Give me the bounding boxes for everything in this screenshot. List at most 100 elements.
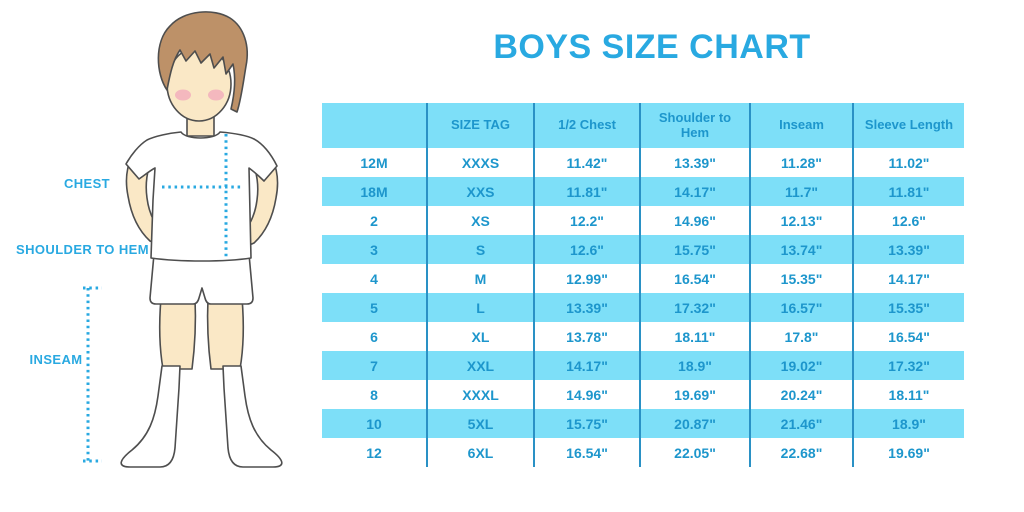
table-cell: 4 — [370, 270, 378, 287]
column-header: Sleeve Length — [852, 103, 964, 148]
table-cell: 15.35" — [852, 293, 964, 322]
table-cell: 14.96" — [533, 380, 640, 409]
table-head: SIZE TAG 1/2 Chest Shoulder to Hem Inseam Sl… — [322, 103, 964, 148]
table-cell: 19.69" — [639, 380, 750, 409]
left-sock — [120, 365, 181, 468]
hair — [157, 11, 248, 113]
table-row: 6 XL 13.78" 18.11" 17.8" 16.54" — [322, 322, 964, 351]
table-row: 10 5XL 15.75" 20.87" 21.46" 18.9" — [322, 409, 964, 438]
table-cell: XL — [426, 322, 534, 351]
table-cell: XXXS — [426, 148, 534, 177]
column-header: SIZE TAG — [426, 103, 534, 148]
table-cell: 8 — [370, 386, 378, 403]
table-cell: 5 — [370, 299, 378, 316]
table-row: 18M XXS 11.81" 14.17" 11.7" 11.81" — [322, 177, 964, 206]
size-chart-table: SIZE TAG 1/2 Chest Shoulder to Hem Inseam Sl… — [322, 103, 964, 467]
table-cell: 2 — [370, 212, 378, 229]
boy-measurement-illustration — [83, 11, 283, 468]
table-cell: 13.74" — [749, 235, 853, 264]
column-header: Inseam — [749, 103, 853, 148]
table-cell: M — [426, 264, 534, 293]
table-row: 8 XXXL 14.96" 19.69" 20.24" 18.11" — [322, 380, 964, 409]
t-shirt — [125, 131, 278, 262]
table-cell: 10 — [366, 415, 382, 432]
table-cell: 13.78" — [533, 322, 640, 351]
right-blush — [208, 89, 224, 101]
table-cell: 12.13" — [749, 206, 853, 235]
table-cell: XXL — [426, 351, 534, 380]
table-cell: 17.32" — [852, 351, 964, 380]
table-cell: 13.39" — [639, 148, 750, 177]
chest-label: CHEST — [63, 176, 111, 191]
table-cell: 15.35" — [749, 264, 853, 293]
table-cell: 22.05" — [639, 438, 750, 467]
table-cell: 19.69" — [852, 438, 964, 467]
table-row: 3 S 12.6" 15.75" 13.74" 13.39" — [322, 235, 964, 264]
table-cell: 18.9" — [639, 351, 750, 380]
left-leg — [158, 297, 197, 370]
shoulder-to-hem-label: SHOULDER TO HEM — [16, 242, 149, 257]
table-cell: 16.54" — [639, 264, 750, 293]
table-cell: 13.39" — [533, 293, 640, 322]
table-row: 7 XXL 14.17" 18.9" 19.02" 17.32" — [322, 351, 964, 380]
table-cell: 21.46" — [749, 409, 853, 438]
table-row: 12M XXXS 11.42" 13.39" 11.28" 11.02" — [322, 148, 964, 177]
table-cell: 5XL — [426, 409, 534, 438]
table-cell: 14.96" — [639, 206, 750, 235]
table-cell: 11.81" — [533, 177, 640, 206]
table-row: 2 XS 12.2" 14.96" 12.13" 12.6" — [322, 206, 964, 235]
table-cell: 16.54" — [852, 322, 964, 351]
table-cell: 15.75" — [639, 235, 750, 264]
table-cell: 20.87" — [639, 409, 750, 438]
table-cell: L — [426, 293, 534, 322]
table-cell: 6 — [370, 328, 378, 345]
column-header: 1/2 Chest — [533, 103, 640, 148]
inseam-label: INSEAM — [29, 352, 83, 367]
table-cell: 11.42" — [533, 148, 640, 177]
right-leg — [206, 297, 245, 370]
table-cell: 12.6" — [852, 206, 964, 235]
table-cell: 3 — [370, 241, 378, 258]
column-header: Shoulder to Hem — [639, 103, 750, 148]
column-header — [322, 103, 427, 148]
page-title: BOYS SIZE CHART — [493, 28, 811, 66]
table-cell: 12.6" — [533, 235, 640, 264]
table-cell: XS — [426, 206, 534, 235]
table-cell: 20.24" — [749, 380, 853, 409]
shorts — [149, 253, 254, 305]
table-cell: 22.68" — [749, 438, 853, 467]
table-cell: 18.9" — [852, 409, 964, 438]
table-cell: XXS — [426, 177, 534, 206]
table-cell: 14.17" — [533, 351, 640, 380]
table-cell: 19.02" — [749, 351, 853, 380]
table-cell: 14.17" — [639, 177, 750, 206]
table-cell: 12 — [366, 444, 382, 461]
table-cell: 17.8" — [749, 322, 853, 351]
table-cell: 11.81" — [852, 177, 964, 206]
table-cell: S — [426, 235, 534, 264]
table-cell: 18M — [360, 183, 388, 200]
table-row: 5 L 13.39" 17.32" 16.57" 15.35" — [322, 293, 964, 322]
table-cell: 18.11" — [639, 322, 750, 351]
table-cell: 18.11" — [852, 380, 964, 409]
table-cell: 12.2" — [533, 206, 640, 235]
table-cell: 12.99" — [533, 264, 640, 293]
right-sock — [222, 365, 283, 468]
header-row: SIZE TAG 1/2 Chest Shoulder to Hem Inseam Sl… — [322, 103, 964, 148]
table-cell: 13.39" — [852, 235, 964, 264]
table-cell: XXXL — [426, 380, 534, 409]
left-blush — [175, 89, 191, 101]
table-row: 4 M 12.99" 16.54" 15.35" 14.17" — [322, 264, 964, 293]
table-cell: 11.02" — [852, 148, 964, 177]
table-cell: 14.17" — [852, 264, 964, 293]
table-body: 12M XXXS 11.42" 13.39" 11.28" 11.02" 18M XXS 11.… — [322, 148, 964, 467]
table-row: 12 6XL 16.54" 22.05" 22.68" 19.69" — [322, 438, 964, 467]
table-cell: 6XL — [426, 438, 534, 467]
table-cell: 17.32" — [639, 293, 750, 322]
table-cell: 16.54" — [533, 438, 640, 467]
table-cell: 12M — [360, 154, 388, 171]
table-cell: 15.75" — [533, 409, 640, 438]
table-cell: 16.57" — [749, 293, 853, 322]
table-cell: 7 — [370, 357, 378, 374]
